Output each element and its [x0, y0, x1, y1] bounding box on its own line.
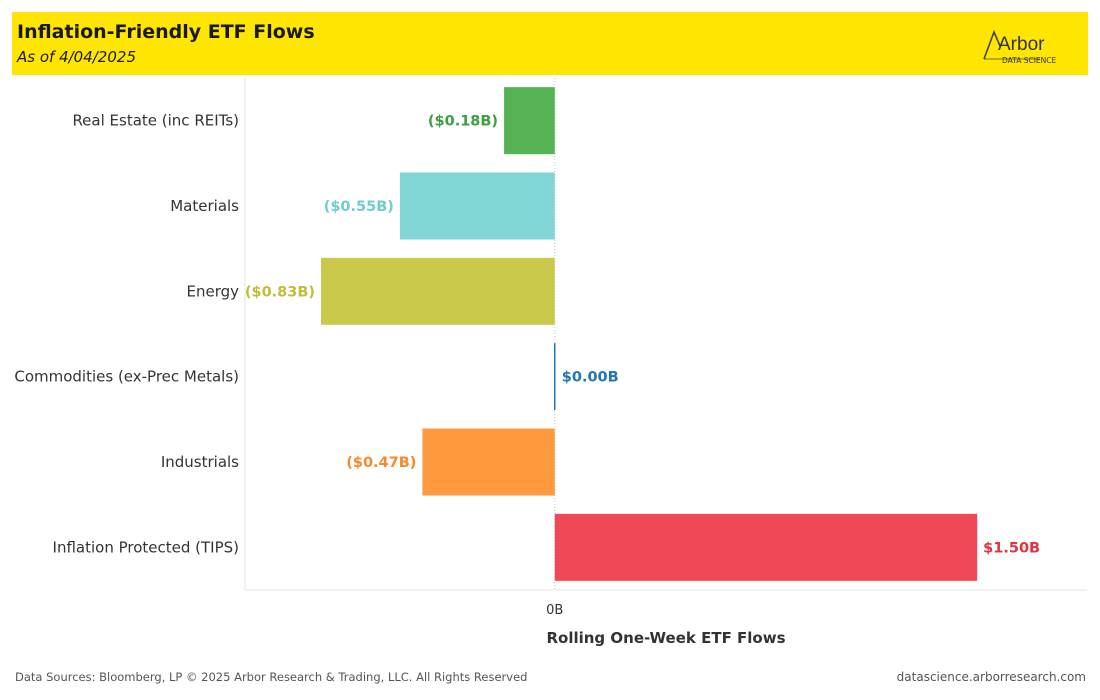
data-label: $1.50B [983, 540, 1040, 556]
data-label: ($0.83B) [245, 284, 315, 300]
bar [504, 87, 555, 155]
data-label: ($0.55B) [324, 199, 394, 215]
category-label: Industrials [161, 453, 239, 471]
bar [399, 172, 555, 240]
bar [422, 428, 555, 496]
header-banner: Inflation-Friendly ETF Flows As of 4/04/… [12, 12, 1088, 75]
category-label: Commodities (ex-Prec Metals) [14, 368, 239, 386]
category-label: Energy [186, 282, 239, 300]
footer-url: datascience.arborresearch.com [896, 670, 1086, 684]
category-label: Real Estate (inc REITs) [72, 112, 239, 130]
x-axis-title: Rolling One-Week ETF Flows [546, 629, 785, 647]
logo-wordmark: Arbor [998, 34, 1045, 55]
bar [554, 343, 556, 411]
page-subtitle: As of 4/04/2025 [17, 48, 136, 66]
data-label: ($0.18B) [428, 114, 498, 130]
arbor-logo: Arbor DATA SCIENCE [980, 26, 1072, 64]
data-label: $0.00B [562, 370, 619, 386]
x-tick-label: 0B [546, 603, 563, 618]
logo-subtext: DATA SCIENCE [1002, 56, 1057, 64]
bar [554, 513, 978, 581]
category-label: Inflation Protected (TIPS) [53, 538, 239, 556]
data-label: ($0.47B) [346, 455, 416, 471]
bar [321, 257, 555, 325]
page-title: Inflation-Friendly ETF Flows [17, 21, 315, 43]
data-source-note: Data Sources: Bloomberg, LP © 2025 Arbor… [15, 670, 528, 684]
category-label: Materials [170, 197, 239, 215]
